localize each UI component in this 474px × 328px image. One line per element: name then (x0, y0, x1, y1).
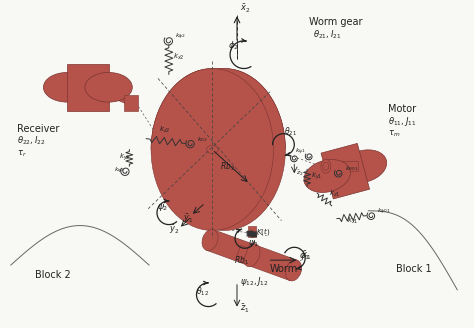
Ellipse shape (285, 260, 301, 281)
Ellipse shape (206, 146, 218, 154)
Polygon shape (89, 82, 131, 105)
Polygon shape (206, 230, 297, 281)
Text: $\bar{z}_1$: $\bar{z}_1$ (240, 303, 250, 315)
Text: Motor: Motor (388, 104, 416, 114)
Text: $k_{z1}$: $k_{z1}$ (329, 189, 340, 199)
Text: $\psi_1$: $\psi_1$ (248, 238, 259, 249)
Text: $k_{\psi 2}$: $k_{\psi 2}$ (114, 166, 124, 176)
Text: Receiver: Receiver (17, 124, 59, 134)
Text: $\theta_{11}, J_{11}$: $\theta_{11}, J_{11}$ (388, 115, 417, 128)
Text: Block 1: Block 1 (396, 264, 432, 274)
Ellipse shape (321, 159, 331, 173)
Text: $k_{\psi 1}$: $k_{\psi 1}$ (295, 147, 306, 157)
Text: $\phi_2$: $\phi_2$ (228, 39, 239, 52)
Text: $\bar{x}_2$: $\bar{x}_2$ (240, 2, 250, 15)
Text: $\bar{y}_1$: $\bar{y}_1$ (182, 212, 193, 225)
Ellipse shape (244, 244, 260, 267)
Text: $k_{x2}$: $k_{x2}$ (173, 51, 184, 62)
Polygon shape (151, 69, 285, 150)
Text: $\theta_{12}$: $\theta_{12}$ (195, 286, 209, 298)
Polygon shape (248, 226, 256, 237)
Text: $k_{\phi 2}$: $k_{\phi 2}$ (175, 31, 186, 42)
Text: $\psi_{12}, J_{12}$: $\psi_{12}, J_{12}$ (240, 275, 269, 288)
Polygon shape (67, 64, 109, 111)
Polygon shape (237, 245, 248, 258)
Text: $k_{\theta 01}$: $k_{\theta 01}$ (345, 164, 358, 173)
Text: Worm: Worm (270, 264, 298, 274)
Text: $\bar{x}_1$: $\bar{x}_1$ (301, 249, 311, 262)
Text: $k_{02}$: $k_{02}$ (197, 134, 207, 144)
Text: $k_{y2}$: $k_{y2}$ (119, 151, 131, 163)
Ellipse shape (340, 150, 387, 183)
Ellipse shape (323, 162, 329, 170)
Text: $Rb_1$: $Rb_1$ (234, 254, 249, 267)
Text: $\bar{y}_2$: $\bar{y}_2$ (169, 224, 179, 236)
Text: $\theta_{21}, I_{21}$: $\theta_{21}, I_{21}$ (313, 29, 341, 41)
Polygon shape (326, 161, 358, 171)
Text: $\phi_1$: $\phi_1$ (299, 249, 310, 262)
Text: $\theta_{21}$: $\theta_{21}$ (284, 126, 297, 138)
Polygon shape (124, 95, 138, 111)
Text: $k_{y1}$: $k_{y1}$ (311, 171, 323, 182)
Ellipse shape (85, 72, 132, 102)
Text: $Rb_2$: $Rb_2$ (220, 160, 235, 173)
Ellipse shape (151, 69, 273, 231)
Text: $k_{x1}$: $k_{x1}$ (346, 215, 358, 226)
Text: $\bar{z}_2$: $\bar{z}_2$ (296, 169, 304, 178)
Text: Block 2: Block 2 (35, 270, 70, 280)
Text: Worm gear: Worm gear (309, 17, 363, 27)
Text: $\theta_{22}, I_{22}$: $\theta_{22}, I_{22}$ (17, 134, 45, 147)
Polygon shape (321, 143, 370, 199)
Ellipse shape (44, 72, 91, 102)
Text: $\psi_2$: $\psi_2$ (157, 202, 168, 213)
Text: $K(t)$: $K(t)$ (256, 226, 270, 237)
Ellipse shape (202, 230, 218, 251)
Ellipse shape (163, 69, 285, 231)
Ellipse shape (304, 159, 350, 193)
Text: $\tau_r$: $\tau_r$ (17, 149, 27, 159)
Text: $k_{z2}$: $k_{z2}$ (159, 125, 170, 135)
Text: $k_{\phi 01}$: $k_{\phi 01}$ (377, 206, 391, 216)
Text: $\tau_m$: $\tau_m$ (388, 129, 401, 139)
